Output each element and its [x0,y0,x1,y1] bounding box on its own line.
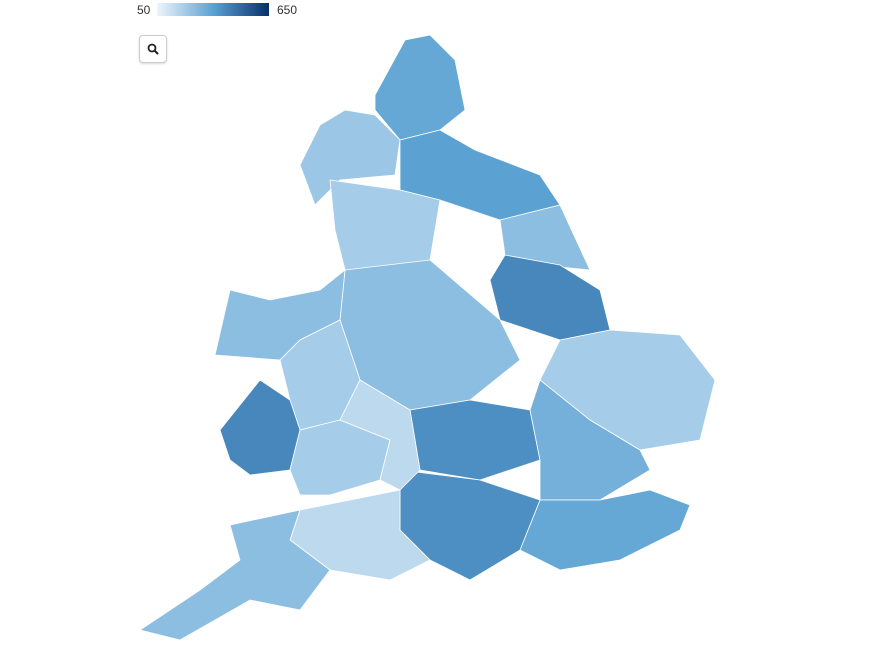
region [489,254,611,341]
legend-min-label: 50 [137,3,151,17]
region [339,379,421,491]
region [409,399,541,481]
region [214,269,346,361]
legend-gradient [157,3,269,16]
legend-scale [157,3,269,16]
region [289,489,431,581]
zoom-search-button[interactable] [139,35,167,63]
region [529,379,651,501]
region [499,204,591,271]
region [339,259,521,411]
region [139,509,331,641]
region [399,129,561,221]
search-icon [147,43,159,55]
region [219,379,301,476]
region [539,329,716,451]
region [374,34,466,141]
region [329,179,441,276]
region [279,319,361,431]
region [289,419,391,496]
legend-max-label: 650 [277,3,298,17]
region [299,109,401,206]
region [519,489,691,571]
region [399,469,541,581]
